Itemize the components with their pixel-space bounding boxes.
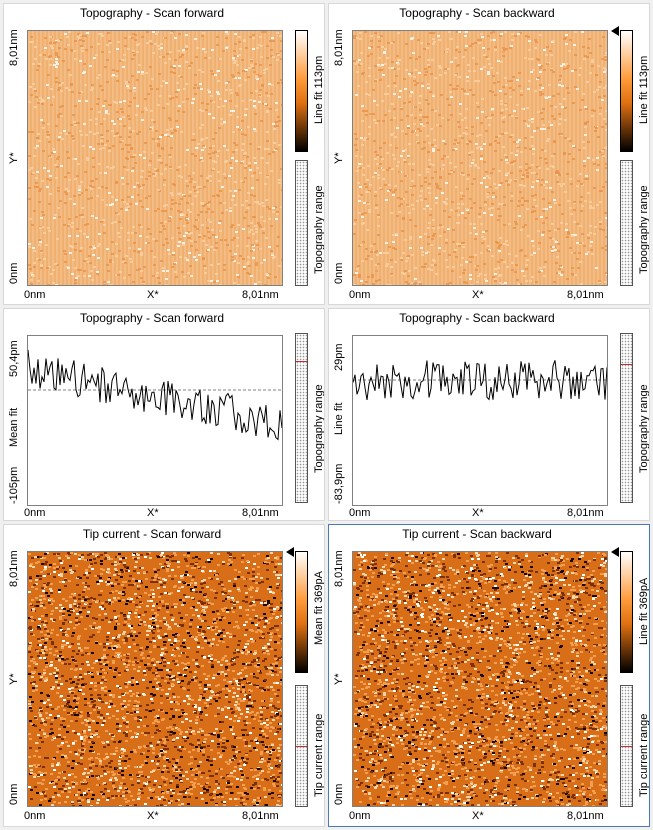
scan-direction-arrow-icon[interactable] [611,547,619,557]
x-axis-min-label: 0nm [24,507,46,519]
x-axis-min-label: 0nm [349,507,371,519]
panel-topography-forward-image[interactable]: Topography - Scan forward 8,01nm Y* 0nm … [3,3,325,305]
x-axis-label: X* [147,810,159,822]
color-scale-label: Line fit 369pA [638,577,650,645]
x-axis-min-label: 0nm [349,810,371,822]
range-marker [621,364,632,365]
y-axis-label: Line fit [333,402,345,435]
color-scale-bar [295,30,308,152]
x-axis-label: X* [472,507,484,519]
color-scale-label: Line fit 113pm [313,55,325,124]
panel-tip-current-backward-image[interactable]: Tip current - Scan backward 8,01nm Y* 0n… [328,524,650,827]
scan-direction-arrow-icon[interactable] [286,547,294,557]
range-label: Topography range [313,384,325,473]
range-label: Topography range [313,185,325,274]
y-axis-min-label: -105pm [8,466,20,504]
range-label: Tip current range [313,713,325,797]
x-axis-max-label: 8,01nm [242,289,279,301]
color-scale-bar [295,551,308,673]
x-axis-min-label: 0nm [24,810,46,822]
y-axis-label: Y* [8,673,20,685]
color-scale-label: Mean fit 369pA [313,571,325,645]
color-scale-bar [620,30,633,152]
y-axis-max-label: 50,4pm [8,340,20,377]
panel-title: Tip current - Scan backward [402,527,552,541]
x-axis-max-label: 8,01nm [242,810,279,822]
panel-title: Tip current - Scan forward [82,527,222,541]
x-axis-min-label: 0nm [24,289,46,301]
range-bar[interactable] [620,160,633,286]
panel-title: Topography - Scan forward [79,311,225,325]
topography-backward-image[interactable] [352,30,608,286]
range-bar[interactable] [295,685,308,807]
panel-topography-backward-image[interactable]: Topography - Scan backward 8,01nm Y* 0nm… [328,3,650,305]
y-axis-max-label: 8,01nm [8,550,20,587]
y-axis-label: Y* [333,152,345,164]
y-axis-max-label: 8,01nm [333,550,345,587]
tip-current-backward-image[interactable] [352,551,608,807]
panel-topography-forward-line[interactable]: Topography - Scan forward 50,4pm Mean fi… [3,308,325,521]
topography-forward-line-plot[interactable] [27,335,283,506]
x-axis-label: X* [472,289,484,301]
panel-topography-backward-line[interactable]: Topography - Scan backward 29pm Line fit… [328,308,650,521]
topography-backward-line-plot[interactable] [352,335,608,506]
topography-forward-image[interactable] [27,30,283,286]
x-axis-min-label: 0nm [349,289,371,301]
range-bar[interactable] [620,685,633,807]
x-axis-max-label: 8,01nm [567,289,604,301]
y-axis-min-label: 0nm [8,783,20,805]
panel-title: Topography - Scan backward [399,311,555,325]
panel-tip-current-forward-image[interactable]: Tip current - Scan forward 8,01nm Y* 0nm… [3,524,325,827]
x-axis-label: X* [147,507,159,519]
y-axis-min-label: 0nm [8,262,20,284]
x-axis-max-label: 8,01nm [567,810,604,822]
panel-title: Topography - Scan backward [399,6,555,20]
range-label: Tip current range [638,713,650,797]
x-axis-label: X* [472,810,484,822]
x-axis-max-label: 8,01nm [567,507,604,519]
y-axis-label: Y* [8,152,20,164]
range-marker [296,361,307,362]
y-axis-label: Mean fit [8,407,20,447]
x-axis-label: X* [147,289,159,301]
y-axis-min-label: -83,9pm [333,463,345,504]
y-axis-max-label: 8,01nm [8,29,20,66]
y-axis-max-label: 8,01nm [333,29,345,66]
y-axis-min-label: 0nm [333,262,345,284]
tip-current-forward-image[interactable] [27,551,283,807]
range-marker [621,746,632,747]
y-axis-label: Y* [333,673,345,685]
y-axis-max-label: 29pm [333,343,345,371]
x-axis-max-label: 8,01nm [242,507,279,519]
scan-direction-arrow-icon[interactable] [611,26,619,36]
range-bar[interactable] [295,333,308,503]
range-label: Topography range [638,384,650,473]
range-label: Topography range [638,185,650,274]
panel-title: Topography - Scan forward [79,6,225,20]
range-bar[interactable] [295,160,308,286]
range-bar[interactable] [620,333,633,503]
y-axis-min-label: 0nm [333,783,345,805]
color-scale-bar [620,551,633,673]
range-marker [296,746,307,747]
color-scale-label: Line fit 113pm [638,55,650,124]
